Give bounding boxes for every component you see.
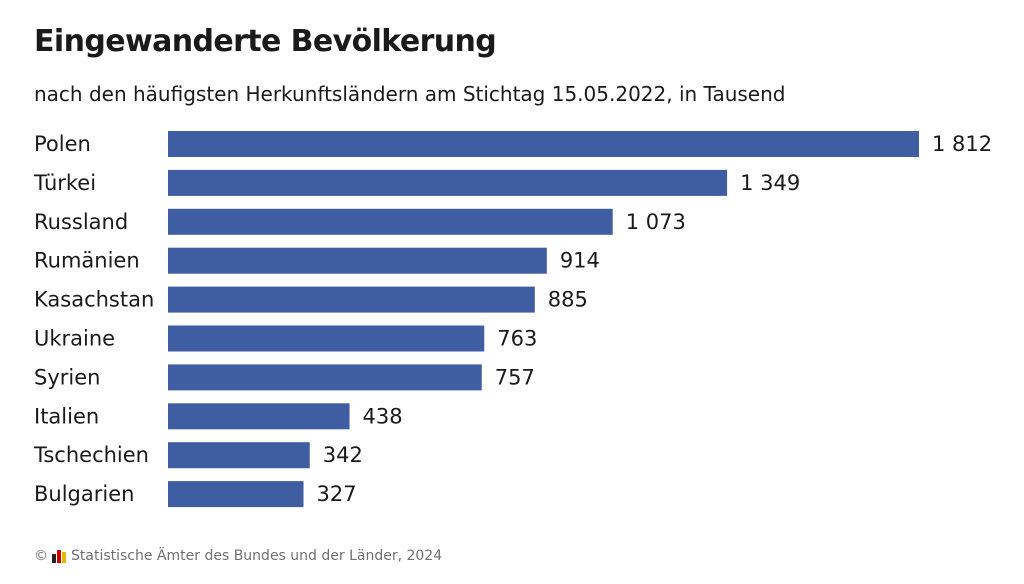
chart-title: Eingewanderte Bevölkerung [34, 24, 497, 59]
category-label: Italien [34, 404, 99, 428]
category-label: Tschechien [33, 443, 149, 467]
category-label: Rumänien [34, 249, 140, 273]
value-label: 914 [560, 249, 600, 273]
category-label: Ukraine [34, 327, 115, 351]
value-label: 342 [323, 443, 363, 467]
value-label: 763 [497, 327, 537, 351]
bar [168, 364, 482, 391]
copyright-symbol: © [34, 548, 48, 564]
bar [168, 286, 535, 313]
category-label: Syrien [34, 365, 100, 389]
category-label: Russland [34, 210, 128, 234]
value-label: 1 073 [626, 210, 686, 234]
value-label: 438 [363, 404, 403, 428]
category-label: Kasachstan [34, 288, 154, 312]
bar [168, 325, 485, 352]
source-footer: © Statistische Ämter des Bundes und der … [34, 548, 442, 564]
bar [168, 131, 919, 157]
logo-bar-red [57, 549, 61, 563]
category-label: Polen [34, 132, 91, 156]
logo-bar-gold [62, 551, 66, 563]
bar [168, 442, 310, 469]
value-label: 327 [317, 482, 357, 506]
value-label: 1 349 [740, 171, 800, 195]
bar [168, 169, 728, 196]
bar [168, 403, 350, 430]
destatis-flag-bars-icon [52, 549, 66, 563]
bar [168, 247, 547, 274]
bar [168, 208, 613, 235]
category-label: Bulgarien [34, 482, 134, 506]
source-text: Statistische Ämter des Bundes und der Lä… [71, 548, 443, 564]
value-label: 885 [548, 288, 588, 312]
value-label: 757 [495, 365, 535, 389]
chart-subtitle: nach den häufigsten Herkunftsländern am … [34, 82, 786, 106]
category-label: Türkei [33, 171, 96, 195]
bar [168, 481, 304, 508]
logo-bar-black [52, 553, 56, 563]
value-label: 1 812 [932, 132, 992, 156]
